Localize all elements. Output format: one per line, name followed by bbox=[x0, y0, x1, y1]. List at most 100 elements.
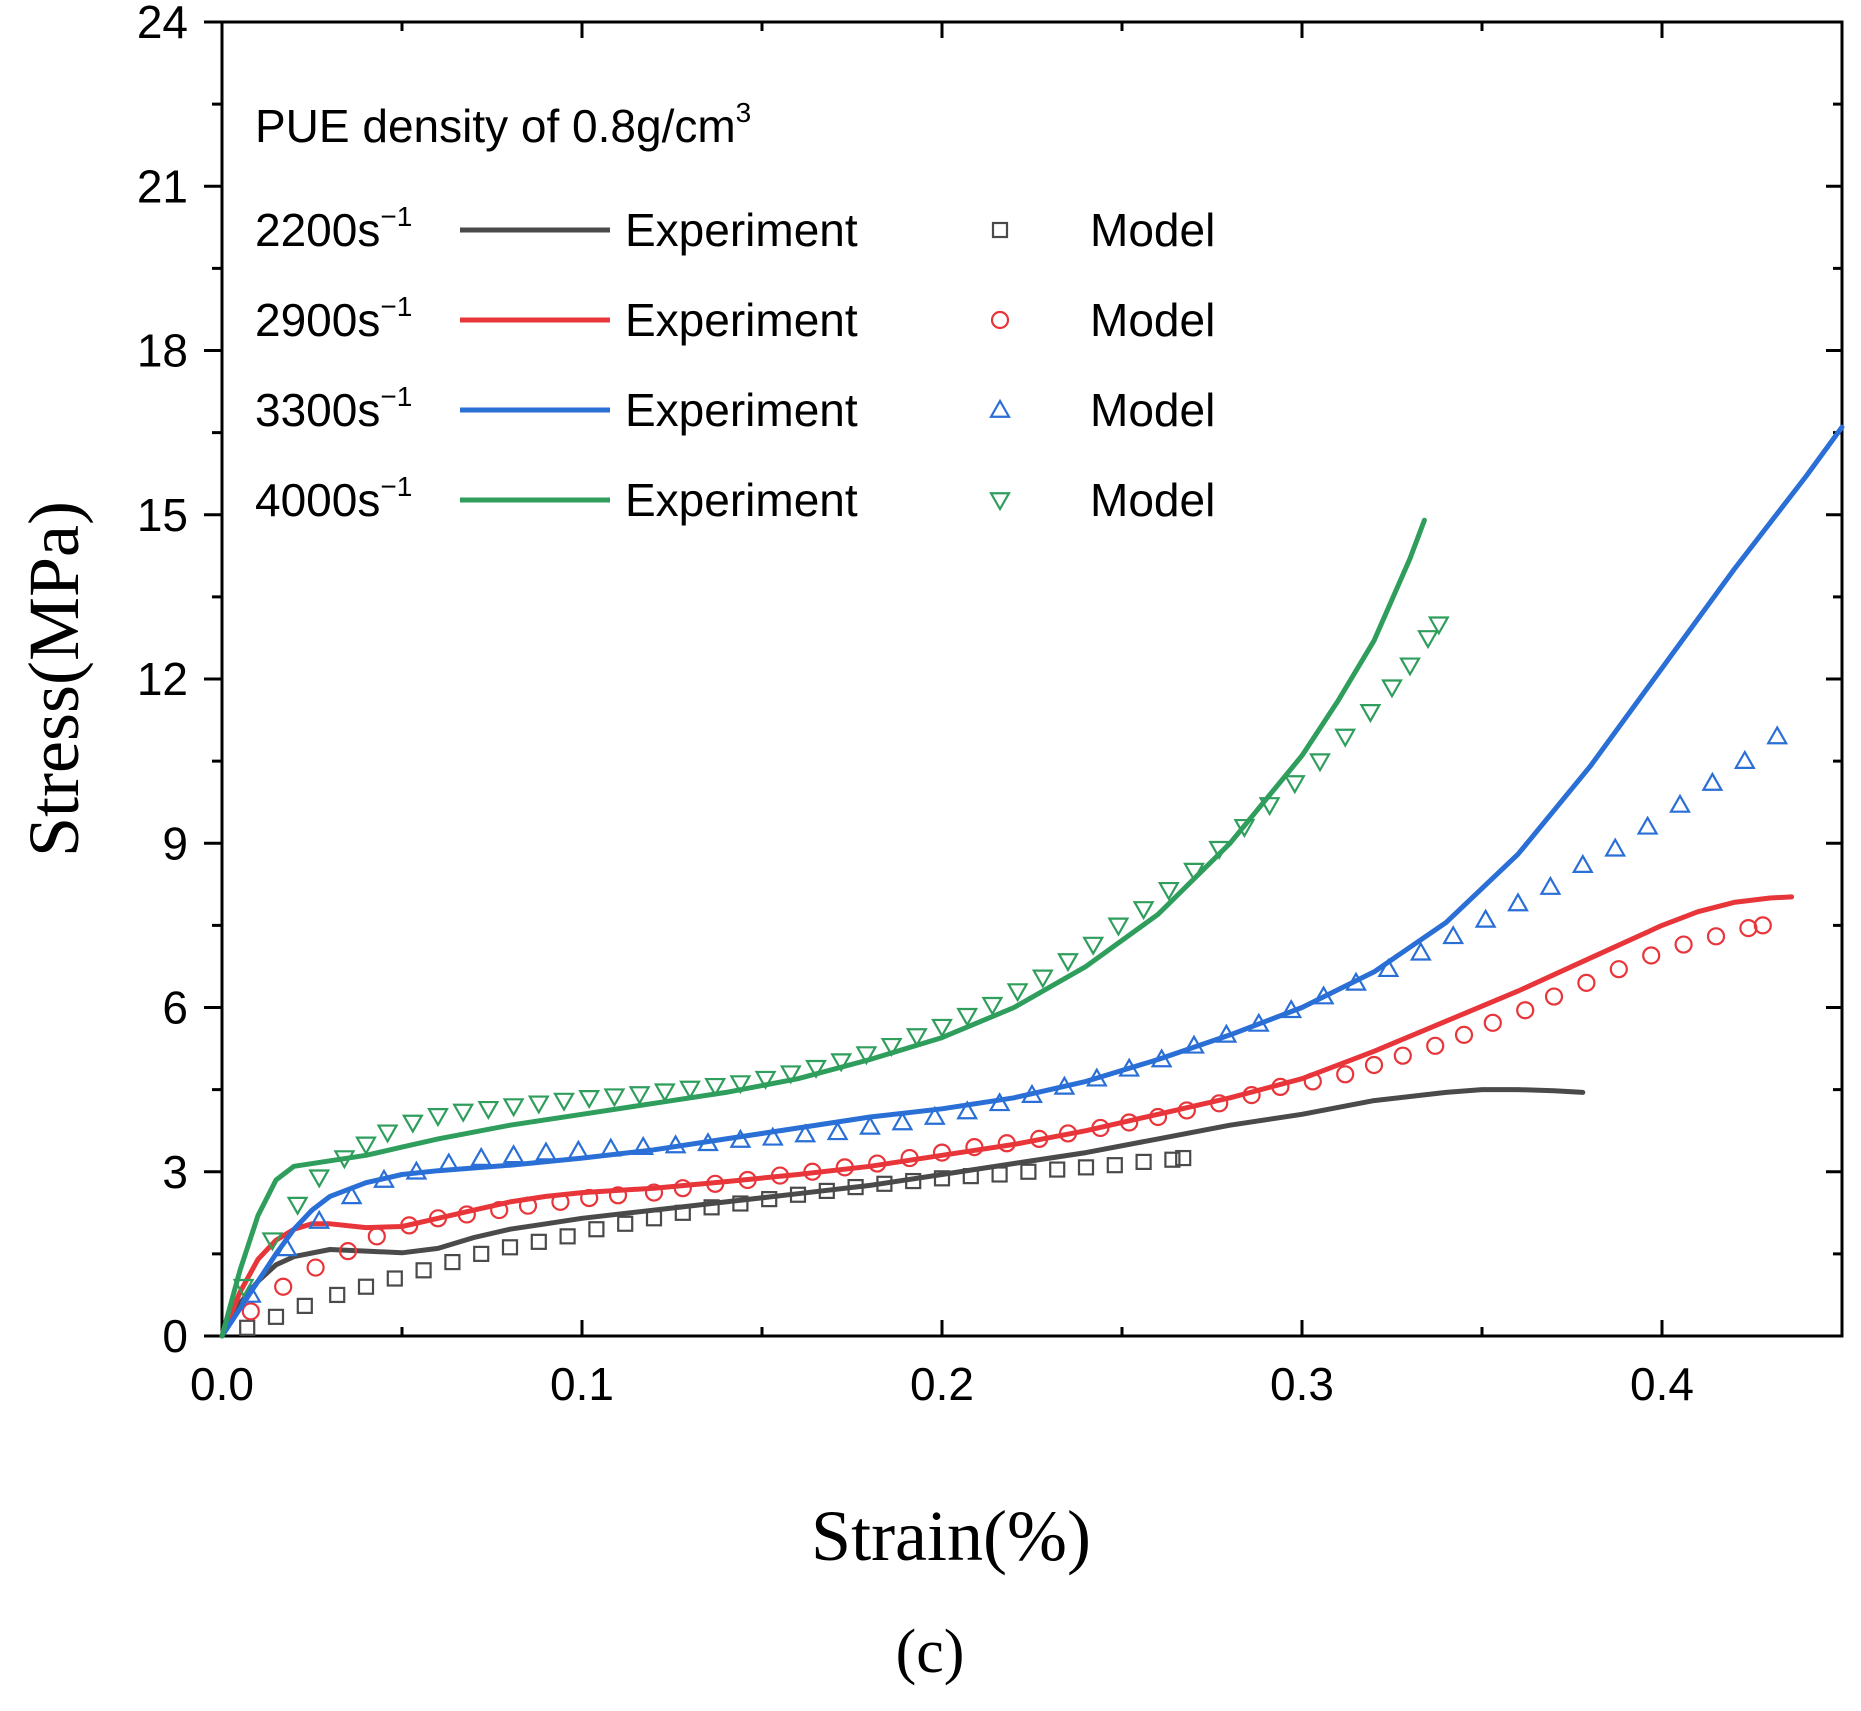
model-point bbox=[997, 1134, 1016, 1153]
model-point bbox=[653, 1083, 676, 1103]
model-point bbox=[1409, 941, 1432, 961]
model-point bbox=[981, 996, 1004, 1016]
model-point bbox=[779, 1065, 802, 1085]
panel-label: (c) bbox=[896, 1618, 965, 1686]
model-point bbox=[1135, 1153, 1152, 1170]
model-point bbox=[603, 1088, 626, 1108]
model-point bbox=[275, 1237, 298, 1257]
model-point bbox=[1309, 753, 1331, 773]
model-point bbox=[400, 1216, 419, 1235]
model-point bbox=[1242, 1085, 1261, 1105]
model-point bbox=[988, 1092, 1011, 1112]
model-point bbox=[239, 1283, 262, 1303]
model-point bbox=[617, 1215, 634, 1232]
x-axis-label: Strain(%) bbox=[811, 1496, 1091, 1576]
model-point bbox=[373, 1168, 395, 1188]
model-point bbox=[1669, 793, 1691, 813]
model-point bbox=[855, 1046, 878, 1066]
model-point bbox=[338, 1242, 358, 1261]
series-3300s bbox=[219, 424, 1845, 1339]
model-point bbox=[1766, 725, 1789, 745]
model-point bbox=[405, 1160, 428, 1180]
axis-ticks: 0.0 0.1 0.2 0.3 0.4 0 3 6 9 12 15 18 21 24 bbox=[137, 0, 1844, 1410]
model-point bbox=[1210, 1094, 1229, 1113]
model-point bbox=[1539, 875, 1562, 895]
series-4000s bbox=[219, 517, 1450, 1339]
model-point bbox=[1183, 1034, 1205, 1054]
model-point bbox=[599, 1137, 622, 1157]
legend-marker-swatch bbox=[989, 398, 1011, 418]
model-point bbox=[847, 1178, 864, 1196]
model-point bbox=[868, 1154, 887, 1173]
model-point bbox=[789, 1186, 807, 1203]
model-point bbox=[673, 1179, 692, 1198]
model-point bbox=[738, 1170, 757, 1190]
model-point bbox=[905, 1028, 928, 1048]
model-point bbox=[679, 1080, 701, 1100]
model-point bbox=[706, 1174, 725, 1193]
legend-marker-swatch bbox=[990, 310, 1010, 330]
model-point bbox=[632, 1135, 655, 1155]
model-point bbox=[1058, 1124, 1078, 1143]
y-tick-label: 6 bbox=[162, 982, 188, 1034]
model-point bbox=[835, 1158, 854, 1177]
model-point bbox=[1753, 916, 1772, 935]
experiment-line bbox=[219, 894, 1795, 1339]
model-point bbox=[1118, 1057, 1141, 1077]
model-point bbox=[437, 1152, 460, 1172]
model-point bbox=[357, 1278, 375, 1295]
model-point bbox=[1006, 983, 1029, 1003]
model-point bbox=[386, 1270, 403, 1287]
model-point bbox=[761, 1191, 778, 1208]
model-point bbox=[1233, 818, 1256, 839]
model-point bbox=[761, 1126, 784, 1146]
model-point bbox=[628, 1086, 651, 1106]
series-layer bbox=[219, 424, 1845, 1339]
model-point bbox=[1377, 957, 1400, 978]
legend: PUE density of 0.8g/cm3 2200s−1 Experimen… bbox=[255, 97, 1215, 526]
model-point bbox=[923, 1105, 946, 1125]
model-point bbox=[1030, 1129, 1049, 1149]
model-point bbox=[1359, 703, 1382, 724]
model-point bbox=[1636, 815, 1659, 835]
model-point bbox=[876, 1175, 893, 1192]
model-point bbox=[1215, 1023, 1238, 1043]
model-point bbox=[427, 1108, 449, 1128]
model-point bbox=[457, 1205, 476, 1224]
model-point bbox=[1150, 1048, 1173, 1068]
model-point bbox=[551, 1192, 570, 1211]
model-point bbox=[1120, 1113, 1139, 1132]
model-point bbox=[333, 1150, 356, 1170]
model-point bbox=[1148, 1107, 1168, 1127]
experiment-line bbox=[219, 424, 1845, 1339]
model-point bbox=[1604, 837, 1627, 857]
model-point bbox=[1544, 987, 1564, 1006]
model-point bbox=[1345, 971, 1367, 991]
model-point bbox=[956, 1007, 979, 1027]
model-point bbox=[905, 1172, 922, 1190]
model-point bbox=[308, 1169, 331, 1189]
model-point bbox=[826, 1121, 849, 1141]
model-point bbox=[1020, 1163, 1037, 1180]
y-tick-label: 18 bbox=[137, 325, 188, 377]
model-point bbox=[1571, 853, 1594, 874]
model-point bbox=[267, 1308, 285, 1325]
model-point bbox=[1164, 1151, 1181, 1168]
y-tick-label: 24 bbox=[137, 0, 188, 48]
model-point bbox=[729, 1128, 752, 1148]
model-point bbox=[805, 1059, 827, 1079]
model-point bbox=[1312, 985, 1335, 1005]
model-point bbox=[1175, 1149, 1192, 1167]
legend-model-label: Model bbox=[1090, 384, 1215, 436]
model-point bbox=[1336, 1065, 1355, 1084]
model-point bbox=[473, 1245, 490, 1262]
model-point bbox=[1053, 1075, 1076, 1095]
model-point bbox=[830, 1053, 853, 1073]
model-point bbox=[428, 1209, 448, 1228]
experiment-line bbox=[219, 517, 1427, 1339]
model-point bbox=[452, 1103, 475, 1123]
legend-rate-label: 4000s−1 bbox=[255, 471, 412, 526]
model-point bbox=[1177, 1101, 1196, 1120]
model-point bbox=[697, 1132, 719, 1152]
